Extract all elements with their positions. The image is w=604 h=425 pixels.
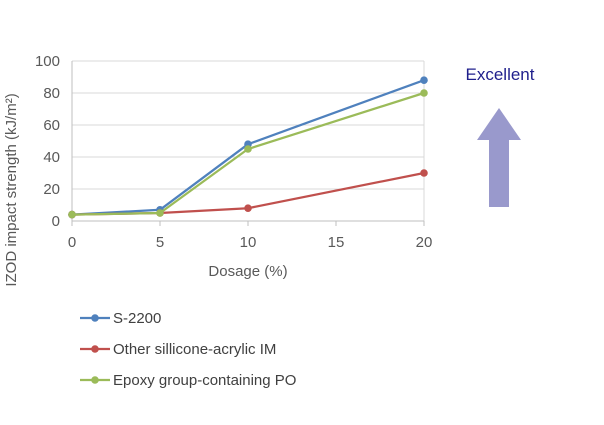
tick-labels: 0 20 40 60 80 100 0 5 10 15 20	[35, 53, 432, 251]
legend-label: Other sillicone-acrylic IM	[113, 341, 276, 358]
legend-item: S-2200	[80, 310, 161, 327]
axes	[71, 61, 425, 226]
data-point	[420, 89, 428, 97]
y-axis-title: IZOD impact strength (kJ/m²)	[3, 93, 20, 286]
x-tick-label: 5	[156, 234, 164, 251]
x-tick-label: 10	[240, 234, 257, 251]
y-tick-label: 100	[35, 53, 60, 70]
legend: S-2200 Other sillicone-acrylic IM Epoxy gr…	[80, 310, 296, 389]
legend-marker	[91, 314, 99, 322]
grid-lines	[72, 60, 425, 221]
callout-label: Excellent	[466, 65, 535, 84]
legend-item: Other sillicone-acrylic IM	[80, 341, 276, 358]
y-tick-label: 60	[43, 117, 60, 134]
x-axis-title: Dosage (%)	[208, 263, 287, 280]
data-point	[420, 169, 428, 177]
y-tick-label: 80	[43, 85, 60, 102]
y-tick-label: 40	[43, 149, 60, 166]
data-point	[156, 209, 164, 217]
series-line-1	[71, 79, 425, 216]
y-tick-label: 0	[52, 213, 60, 230]
data-point	[244, 204, 252, 212]
series-line-3	[71, 91, 425, 216]
legend-label: Epoxy group-containing PO	[113, 372, 296, 389]
x-tick-label: 15	[328, 234, 345, 251]
data-point	[244, 145, 252, 153]
x-tick-label: 20	[416, 234, 433, 251]
legend-item: Epoxy group-containing PO	[80, 372, 296, 389]
x-tick-label: 0	[68, 234, 76, 251]
series-layer	[68, 76, 428, 219]
legend-marker	[91, 376, 99, 384]
legend-label: S-2200	[113, 310, 161, 327]
up-arrow-icon	[477, 108, 521, 207]
data-point	[68, 210, 76, 219]
excellent-callout: Excellent	[466, 65, 535, 207]
y-tick-label: 20	[43, 181, 60, 198]
legend-marker	[91, 345, 99, 353]
data-point	[420, 76, 428, 84]
